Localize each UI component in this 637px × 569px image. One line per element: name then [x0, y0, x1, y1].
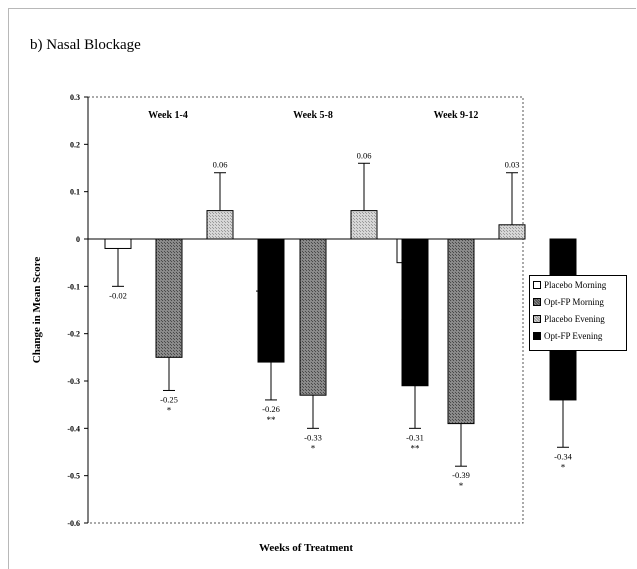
significance-marker: *	[311, 443, 316, 453]
bar	[350, 210, 378, 240]
legend: Placebo Morning Opt-FP Morning Placebo Eve…	[529, 275, 627, 351]
y-tick-label: -0.2	[67, 330, 80, 339]
bar	[155, 238, 183, 358]
data-label: -0.33	[304, 432, 322, 442]
bar	[498, 224, 526, 240]
legend-label: Placebo Morning	[544, 280, 607, 290]
data-label: 0.06	[357, 150, 372, 160]
data-label: -0.25	[160, 394, 178, 404]
y-tick-label: 0	[76, 235, 80, 244]
significance-marker: *	[167, 405, 172, 415]
data-label: -0.31	[406, 432, 424, 442]
figure-frame	[8, 8, 636, 569]
legend-label: Opt-FP Morning	[544, 297, 604, 307]
legend-swatch	[533, 298, 541, 306]
y-tick-label: -0.3	[67, 377, 80, 386]
y-tick-label: 0.2	[70, 140, 80, 149]
legend-swatch	[533, 315, 541, 323]
data-label: 0.06	[213, 160, 228, 170]
category-label: Week 5-8	[293, 110, 333, 121]
category-label: Week 9-12	[434, 110, 479, 121]
legend-swatch	[533, 281, 541, 289]
legend-item: Opt-FP Evening	[530, 328, 626, 344]
panel-title: b) Nasal Blockage	[30, 37, 141, 53]
x-axis-title: Weeks of Treatment	[259, 542, 353, 554]
legend-label: Placebo Evening	[544, 314, 605, 324]
legend-swatch	[533, 332, 541, 340]
bar	[447, 238, 475, 425]
legend-label: Opt-FP Evening	[544, 331, 603, 341]
data-label: -0.39	[452, 470, 470, 480]
y-tick-label: -0.5	[67, 472, 80, 481]
y-tick-label: -0.1	[67, 282, 80, 291]
bar	[104, 238, 132, 249]
significance-marker: *	[459, 481, 464, 491]
bar	[257, 238, 285, 363]
data-label: -0.05	[401, 314, 419, 324]
y-tick-label: 0.1	[70, 188, 80, 197]
y-tick-label: -0.6	[67, 519, 80, 528]
significance-marker: **	[267, 415, 277, 425]
data-label: -0.02	[109, 290, 127, 300]
bar	[206, 210, 234, 240]
bar-chart: 0.3 0.2 0.1 0 -0.1 -0.2 -0.3 -0.4 -0.5 -0.6 Week …	[31, 93, 577, 554]
data-label: 0.03	[505, 160, 520, 170]
y-axis-title: Change in Mean Score	[31, 257, 43, 364]
data-label: -0.34	[554, 451, 572, 461]
data-label: -0.26	[262, 404, 280, 414]
significance-marker: *	[561, 462, 566, 472]
bar	[299, 238, 327, 396]
bar	[401, 238, 429, 387]
significance-marker: **	[411, 443, 421, 453]
legend-item: Placebo Evening	[530, 311, 626, 327]
y-tick-label: 0.3	[70, 93, 80, 102]
legend-item: Opt-FP Morning	[530, 294, 626, 310]
y-tick-label: -0.4	[67, 424, 80, 433]
category-label: Week 1-4	[148, 110, 188, 121]
data-label: 0	[260, 278, 264, 288]
legend-item: Placebo Morning	[530, 277, 626, 293]
